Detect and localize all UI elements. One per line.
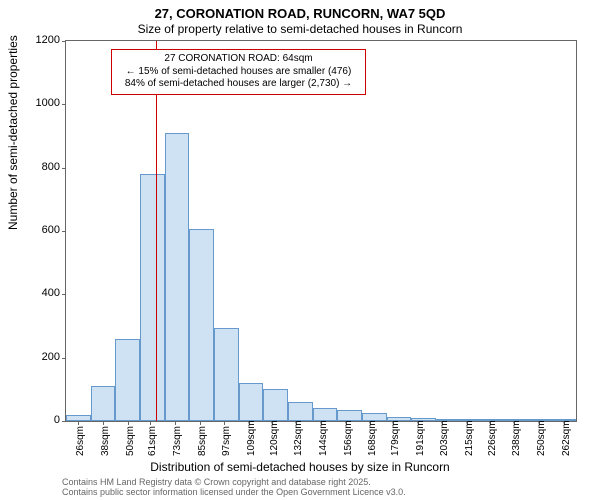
plot-area: 27 CORONATION ROAD: 64sqm← 15% of semi-d…: [65, 40, 577, 422]
histogram-bar: [313, 408, 338, 421]
x-tick-label: 262sqm: [561, 426, 572, 456]
chart-title-sub: Size of property relative to semi-detach…: [0, 22, 600, 36]
x-tick: [78, 421, 79, 425]
x-tick: [175, 421, 176, 425]
y-tick-label: 400: [42, 287, 60, 299]
x-tick-label: 132sqm: [293, 426, 304, 456]
y-tick-label: 0: [54, 414, 60, 426]
property-marker-line: [156, 41, 157, 421]
x-tick-label: 26sqm: [75, 426, 86, 456]
histogram-bar: [288, 402, 313, 421]
y-tick: [62, 231, 66, 232]
x-tick-label: 109sqm: [246, 426, 257, 456]
y-tick: [62, 104, 66, 105]
x-axis-label: Distribution of semi-detached houses by …: [0, 460, 600, 474]
x-tick-label: 250sqm: [536, 426, 547, 456]
histogram-bar: [263, 389, 288, 421]
x-tick-label: 61sqm: [147, 426, 158, 456]
x-tick-label: 179sqm: [390, 426, 401, 456]
x-tick: [103, 421, 104, 425]
y-tick-label: 1200: [36, 34, 60, 46]
y-tick-label: 600: [42, 224, 60, 236]
x-tick-label: 226sqm: [487, 426, 498, 456]
x-tick-label: 191sqm: [415, 426, 426, 456]
y-tick: [62, 294, 66, 295]
x-tick-label: 50sqm: [125, 426, 136, 456]
y-tick-label: 800: [42, 161, 60, 173]
x-tick: [200, 421, 201, 425]
y-tick: [62, 421, 66, 422]
annotation-line: 27 CORONATION ROAD: 64sqm: [118, 53, 359, 66]
x-tick-label: 215sqm: [464, 426, 475, 456]
x-tick-label: 73sqm: [172, 426, 183, 456]
histogram-bar: [214, 328, 239, 421]
x-tick-label: 156sqm: [343, 426, 354, 456]
x-tick-label: 238sqm: [511, 426, 522, 456]
histogram-bar: [239, 383, 264, 421]
annotation-box: 27 CORONATION ROAD: 64sqm← 15% of semi-d…: [111, 49, 366, 95]
y-tick: [62, 41, 66, 42]
x-tick-label: 120sqm: [269, 426, 280, 456]
y-tick: [62, 358, 66, 359]
x-tick-label: 85sqm: [197, 426, 208, 456]
chart-title-main: 27, CORONATION ROAD, RUNCORN, WA7 5QD: [0, 6, 600, 21]
chart-footer: Contains HM Land Registry data © Crown c…: [62, 478, 406, 498]
annotation-line: 84% of semi-detached houses are larger (…: [118, 78, 359, 91]
histogram-bar: [337, 410, 362, 421]
x-tick-label: 144sqm: [318, 426, 329, 456]
chart-container: 27, CORONATION ROAD, RUNCORN, WA7 5QD Si…: [0, 0, 600, 500]
histogram-bar: [91, 386, 116, 421]
histogram-bar: [115, 339, 140, 421]
x-tick-label: 203sqm: [439, 426, 450, 456]
x-tick: [128, 421, 129, 425]
histogram-bar: [189, 229, 214, 421]
footer-line-2: Contains public sector information licen…: [62, 488, 406, 498]
x-tick-label: 168sqm: [367, 426, 378, 456]
y-tick-label: 1000: [36, 97, 60, 109]
y-axis-label: Number of semi-detached properties: [6, 35, 20, 230]
y-tick-label: 200: [42, 351, 60, 363]
x-tick-label: 97sqm: [221, 426, 232, 456]
histogram-bar: [140, 174, 165, 421]
x-tick: [150, 421, 151, 425]
y-tick: [62, 168, 66, 169]
histogram-bar: [165, 133, 190, 421]
x-tick: [224, 421, 225, 425]
annotation-line: ← 15% of semi-detached houses are smalle…: [118, 66, 359, 79]
histogram-bar: [66, 415, 91, 421]
x-tick-label: 38sqm: [100, 426, 111, 456]
